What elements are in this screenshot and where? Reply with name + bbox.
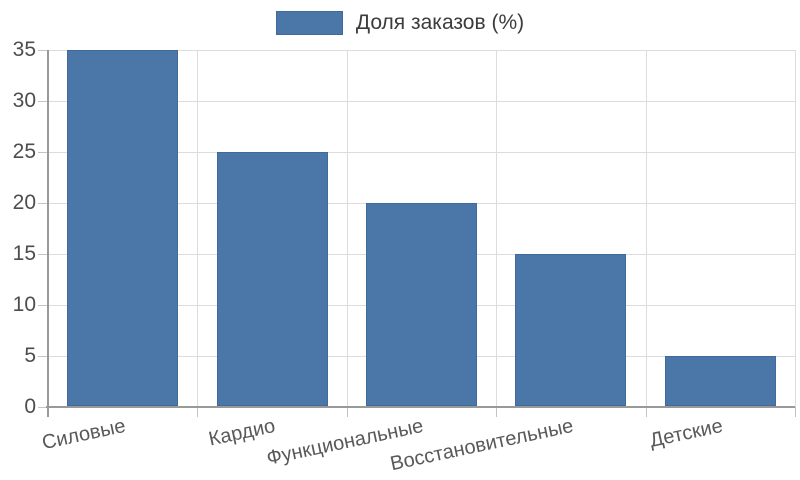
y-axis-tick	[38, 254, 48, 255]
y-tick-label: 30	[12, 89, 36, 112]
x-axis-tick	[646, 407, 647, 417]
gridline-horizontal	[48, 152, 795, 153]
y-axis-tick	[38, 152, 48, 153]
gridline-vertical	[795, 50, 796, 407]
legend-swatch	[275, 11, 343, 35]
y-axis-tick	[38, 356, 48, 357]
y-tick-label: 25	[12, 140, 36, 163]
bar	[515, 254, 626, 406]
gridline-vertical	[197, 50, 198, 407]
y-tick-label: 20	[12, 191, 36, 214]
y-tick-label: 0	[24, 395, 36, 418]
x-axis-tick	[795, 407, 796, 417]
x-axis-tick	[197, 407, 198, 417]
y-axis	[46, 50, 49, 417]
y-axis-tick	[38, 50, 48, 51]
gridline-vertical	[646, 50, 647, 407]
y-tick-label: 5	[24, 344, 36, 367]
x-tick-label: Детские	[647, 414, 725, 452]
legend: Доля заказов (%)	[0, 10, 800, 36]
bar	[366, 203, 477, 406]
gridline-horizontal	[48, 50, 795, 51]
bar	[217, 152, 328, 406]
y-tick-label: 15	[12, 242, 36, 265]
y-axis-tick	[38, 101, 48, 102]
x-axis-tick	[347, 407, 348, 417]
y-axis-tick	[38, 305, 48, 306]
x-axis	[46, 406, 795, 408]
gridline-horizontal	[48, 101, 795, 102]
y-axis-tick	[38, 203, 48, 204]
legend-label: Доля заказов (%)	[355, 11, 525, 34]
gridline-vertical	[347, 50, 348, 407]
x-tick-label: Силовые	[40, 414, 128, 455]
y-tick-label: 35	[12, 38, 36, 61]
bar	[665, 356, 776, 406]
x-axis-tick	[496, 407, 497, 417]
gridline-vertical	[496, 50, 497, 407]
y-axis-tick	[38, 407, 48, 408]
bar	[67, 50, 178, 406]
x-axis-tick	[48, 407, 49, 417]
y-tick-label: 10	[12, 293, 36, 316]
